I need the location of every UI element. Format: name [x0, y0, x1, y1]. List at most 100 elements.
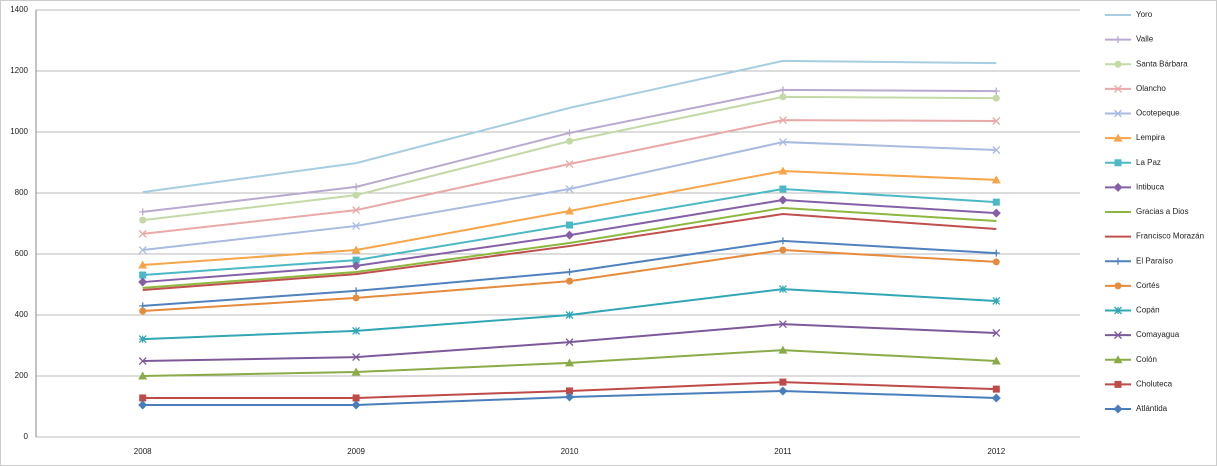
- marker: [992, 329, 1001, 337]
- y-tick-label: 1400: [10, 5, 28, 14]
- marker: [991, 175, 1001, 184]
- marker: [138, 246, 147, 254]
- marker: [1114, 36, 1122, 44]
- legend-label: Francisco Morazán: [1136, 232, 1204, 241]
- marker: [1114, 257, 1122, 265]
- x-tick-label: 2012: [987, 447, 1005, 456]
- marker: [565, 392, 574, 402]
- marker: [992, 249, 1000, 257]
- marker: [779, 86, 787, 94]
- marker: [566, 137, 573, 145]
- marker: [1114, 109, 1122, 118]
- marker: [566, 277, 573, 285]
- marker: [566, 268, 573, 276]
- marker: [565, 338, 574, 347]
- marker: [1114, 380, 1122, 388]
- marker: [352, 287, 360, 295]
- legend-label: El Paraíso: [1136, 256, 1173, 265]
- legend-label: Santa Bárbara: [1136, 59, 1188, 68]
- marker: [778, 285, 787, 294]
- legend-label: Intibuca: [1136, 182, 1165, 191]
- y-tick-label: 600: [15, 249, 29, 258]
- marker: [566, 221, 573, 229]
- marker: [138, 371, 148, 380]
- marker: [352, 191, 360, 199]
- marker: [565, 230, 574, 240]
- legend-label: Atlántida: [1136, 404, 1168, 413]
- y-tick-label: 400: [15, 310, 29, 319]
- marker: [351, 400, 361, 410]
- marker: [565, 206, 574, 215]
- marker: [991, 356, 1001, 365]
- marker: [1113, 182, 1123, 192]
- y-tick-label: 1200: [10, 66, 28, 75]
- marker: [992, 258, 1000, 266]
- x-tick-label: 2008: [134, 447, 152, 456]
- legend-label: Ocotepeque: [1136, 109, 1180, 118]
- marker: [778, 166, 788, 175]
- marker: [352, 221, 361, 230]
- marker: [138, 357, 147, 366]
- y-tick-label: 0: [24, 432, 29, 441]
- marker: [1113, 133, 1123, 142]
- legend-label: Valle: [1136, 35, 1154, 44]
- marker: [779, 237, 787, 245]
- marker: [352, 326, 361, 335]
- marker: [352, 256, 360, 264]
- y-tick-label: 200: [15, 371, 29, 380]
- legend-label: Colón: [1136, 355, 1157, 364]
- legend-label: Olancho: [1136, 84, 1166, 93]
- marker: [138, 260, 148, 269]
- series-line: [142, 206, 997, 289]
- marker: [779, 93, 787, 101]
- legend-label: Cortés: [1136, 281, 1160, 290]
- legend-label: Gracias a Dios: [1136, 207, 1188, 216]
- marker: [991, 208, 1001, 218]
- marker: [1114, 84, 1122, 93]
- legend-label: Lempira: [1136, 133, 1165, 142]
- marker: [139, 271, 147, 279]
- marker: [139, 307, 147, 315]
- series-line: [142, 213, 997, 291]
- legend-label: Choluteca: [1136, 379, 1173, 388]
- marker: [565, 358, 574, 367]
- marker: [138, 229, 147, 238]
- marker: [352, 206, 361, 215]
- marker: [351, 261, 361, 271]
- marker: [992, 117, 1001, 125]
- marker: [779, 246, 787, 254]
- marker: [992, 385, 1000, 393]
- marker: [1113, 404, 1123, 414]
- marker: [992, 297, 1001, 305]
- y-tick-label: 1000: [10, 127, 28, 136]
- marker: [991, 393, 1001, 403]
- marker: [1114, 60, 1122, 68]
- marker: [1114, 159, 1122, 167]
- marker: [566, 387, 573, 395]
- x-tick-label: 2010: [561, 447, 579, 456]
- marker: [1113, 355, 1123, 364]
- marker: [779, 378, 787, 386]
- marker: [992, 146, 1001, 154]
- marker: [139, 394, 147, 402]
- marker: [1114, 331, 1122, 340]
- marker: [352, 353, 361, 362]
- marker: [778, 116, 787, 125]
- marker: [139, 216, 147, 224]
- legend-label: Comayagua: [1136, 330, 1180, 339]
- series-line: [142, 59, 997, 194]
- marker: [138, 400, 148, 410]
- marker: [566, 129, 573, 137]
- marker: [351, 367, 361, 376]
- marker: [992, 94, 1000, 102]
- marker: [565, 311, 574, 319]
- marker: [138, 277, 148, 287]
- legend-label: Yoro: [1136, 10, 1153, 19]
- marker: [565, 185, 574, 193]
- marker: [779, 185, 787, 193]
- marker: [778, 345, 788, 354]
- marker: [138, 335, 147, 344]
- legend-label: La Paz: [1136, 158, 1161, 167]
